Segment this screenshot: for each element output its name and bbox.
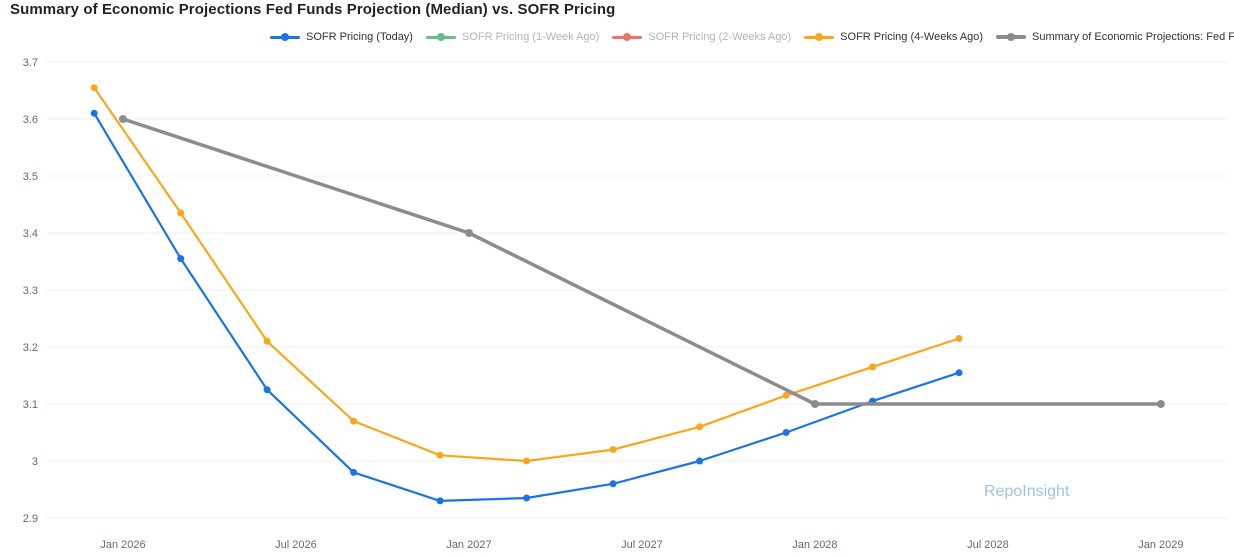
legend-item-sofr-pricing-2-weeks-ago[interactable]: SOFR Pricing (2-Weeks Ago) <box>612 31 791 43</box>
legend-marker-blue-line-icon <box>270 32 300 42</box>
data-point-sofr-pricing-today-dec-2025[interactable] <box>90 109 98 117</box>
x-tick-label-jan-2028: Jan 2028 <box>792 539 837 551</box>
x-tick-label-jul-2028: Jul 2028 <box>967 539 1009 551</box>
x-tick-label-jul-2027: Jul 2027 <box>621 539 663 551</box>
data-point-sofr-pricing-4-weeks-ago-sep-2027[interactable] <box>696 423 704 431</box>
data-point-summary-of-economic-projections-fed-funds-rate-jan-2027[interactable] <box>465 229 473 237</box>
x-tick-label-jan-2029: Jan 2029 <box>1138 539 1183 551</box>
watermark-repoinsight: RepoInsight <box>984 483 1070 500</box>
data-point-sofr-pricing-4-weeks-ago-dec-2025[interactable] <box>90 84 98 92</box>
data-point-summary-of-economic-projections-fed-funds-rate-jan-2028[interactable] <box>810 400 819 408</box>
data-point-sofr-pricing-4-weeks-ago-mar-2027[interactable] <box>523 457 531 465</box>
legend-item-summary-of-economic-projections-fed-funds-rate[interactable]: Summary of Economic Projections: Fed Fun… <box>996 31 1234 43</box>
data-point-sofr-pricing-today-dec-2027[interactable] <box>782 429 790 436</box>
y-tick-label: 3.6 <box>23 114 38 126</box>
legend-marker-red-line-icon <box>612 32 643 42</box>
legend-dot <box>623 32 632 41</box>
y-tick-label: 3.3 <box>23 285 38 297</box>
chart-title: Summary of Economic Projections Fed Fund… <box>10 1 616 18</box>
legend-item-sofr-pricing-1-week-ago[interactable]: SOFR Pricing (1-Week Ago) <box>425 31 600 43</box>
y-tick-label: 3.5 <box>23 171 38 183</box>
legend-marker-gray-line-icon <box>996 32 1027 42</box>
y-tick-label: 2.9 <box>23 513 38 525</box>
data-point-sofr-pricing-today-jun-2028[interactable] <box>955 369 963 377</box>
data-point-sofr-pricing-today-sep-2027[interactable] <box>696 457 704 465</box>
data-point-sofr-pricing-today-jun-2026[interactable] <box>263 386 271 394</box>
x-tick-label-jan-2026: Jan 2026 <box>100 539 145 551</box>
legend-label: SOFR Pricing (1-Week Ago) <box>461 31 600 43</box>
data-point-sofr-pricing-4-weeks-ago-dec-2027[interactable] <box>782 391 790 399</box>
y-tick-label: 3 <box>32 456 38 468</box>
data-point-sofr-pricing-today-sep-2026[interactable] <box>350 468 358 476</box>
data-point-sofr-pricing-4-weeks-ago-mar-2028[interactable] <box>869 363 877 371</box>
y-tick-label: 3.7 <box>23 57 38 69</box>
data-point-sofr-pricing-4-weeks-ago-jun-2028[interactable] <box>955 335 963 342</box>
legend-marker-green-line-icon <box>425 32 456 42</box>
legend-dot <box>436 32 445 41</box>
x-tick-label-jul-2026: Jul 2026 <box>275 539 317 551</box>
series-line-summary-of-economic-projections-fed-funds-rate <box>121 117 1163 406</box>
legend-dot <box>281 32 289 41</box>
data-point-sofr-pricing-today-mar-2026[interactable] <box>177 255 185 263</box>
x-tick-label-jan-2027: Jan 2027 <box>446 539 491 551</box>
data-point-summary-of-economic-projections-fed-funds-rate-jan-2026[interactable] <box>119 115 127 123</box>
legend-marker-orange-line-icon <box>804 32 835 42</box>
y-tick-label: 3.4 <box>23 228 38 240</box>
data-point-sofr-pricing-today-dec-2026[interactable] <box>436 497 444 505</box>
data-point-sofr-pricing-today-jun-2027[interactable] <box>609 480 617 488</box>
legend-item-sofr-pricing-4-weeks-ago[interactable]: SOFR Pricing (4-Weeks Ago) <box>804 31 983 43</box>
legend-item-sofr-pricing-today[interactable]: SOFR Pricing (Today) <box>270 31 413 43</box>
data-point-sofr-pricing-4-weeks-ago-jun-2027[interactable] <box>609 446 617 454</box>
data-point-sofr-pricing-4-weeks-ago-sep-2026[interactable] <box>350 417 358 425</box>
legend-label: SOFR Pricing (4-Weeks Ago) <box>840 31 984 43</box>
legend-label: Summary of Economic Projections: Fed Fun… <box>1032 31 1234 43</box>
legend-dot <box>1007 32 1016 41</box>
data-point-sofr-pricing-4-weeks-ago-dec-2026[interactable] <box>436 451 444 459</box>
legend-dot <box>815 32 824 41</box>
legend-label: SOFR Pricing (2-Weeks Ago) <box>648 31 792 43</box>
data-point-summary-of-economic-projections-fed-funds-rate-jan-2029[interactable] <box>1156 400 1165 408</box>
chart-legend: SOFR Pricing (Today) SOFR Pricing (1-Week… <box>270 31 1234 43</box>
data-point-sofr-pricing-today-mar-2027[interactable] <box>523 494 531 502</box>
series-line-sofr-pricing-today <box>93 112 961 502</box>
y-tick-label: 3.2 <box>23 342 38 354</box>
data-point-sofr-pricing-4-weeks-ago-mar-2026[interactable] <box>177 209 185 217</box>
data-point-sofr-pricing-4-weeks-ago-jun-2026[interactable] <box>263 337 271 345</box>
y-tick-label: 3.1 <box>23 399 38 411</box>
legend-label: SOFR Pricing (Today) <box>306 31 413 43</box>
